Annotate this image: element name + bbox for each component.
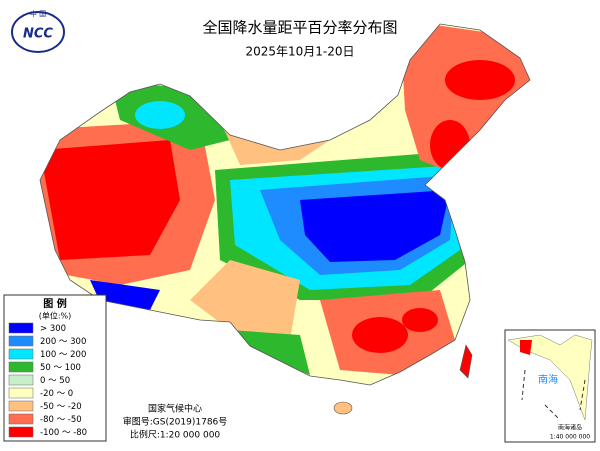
legend-swatch	[8, 322, 34, 334]
title: 全国降水量距平百分率分布图	[202, 19, 397, 37]
legend-swatch	[8, 426, 34, 438]
legend-swatch	[8, 335, 34, 347]
legend-swatch	[8, 348, 34, 360]
logo-top: 中 国	[30, 9, 46, 18]
legend-swatch	[8, 387, 34, 399]
legend-label: -100 ～ -80	[40, 428, 87, 438]
logo-text: NCC	[23, 27, 53, 42]
legend: 图 例 (单位:%) > 300 200 ～ 300 100 ～ 200 50 ～ 1…	[3, 294, 107, 442]
legend-swatch	[8, 374, 34, 386]
inset: 南海 南海诸岛 1:40 000 000	[504, 329, 596, 443]
legend-label: > 300	[40, 324, 66, 334]
border	[39, 23, 531, 386]
legend-label: 50 ～ 100	[40, 363, 81, 373]
hainan	[333, 401, 353, 415]
legend-title: 图 例	[43, 297, 66, 310]
legend-label: 0 ～ 50	[40, 376, 70, 386]
legend-label: -80 ～ -50	[40, 415, 82, 425]
legend-label: 200 ～ 300	[40, 337, 86, 347]
subtitle: 2025年10月1-20日	[245, 45, 354, 59]
inset-sea: 南海	[538, 373, 558, 386]
legend-swatch	[8, 413, 34, 425]
legend-label: -50 ～ -20	[40, 402, 82, 412]
legend-swatch	[8, 400, 34, 412]
legend-label: 100 ～ 200	[40, 350, 86, 360]
precip-map	[40, 24, 530, 385]
legend-swatch	[8, 361, 34, 373]
agency: 国家气候中心	[148, 403, 202, 415]
approval: 审图号:GS(2019)1786号	[123, 416, 228, 428]
logo: 中 国 NCC	[11, 9, 65, 53]
inset-scale: 1:40 000 000	[550, 434, 590, 441]
inset-islands: 南海诸岛	[558, 424, 582, 432]
taiwan	[459, 344, 473, 379]
scale: 比例尺:1:20 000 000	[130, 429, 221, 441]
legend-unit: (单位:%)	[39, 311, 72, 321]
legend-label: -20 ～ 0	[40, 389, 73, 399]
